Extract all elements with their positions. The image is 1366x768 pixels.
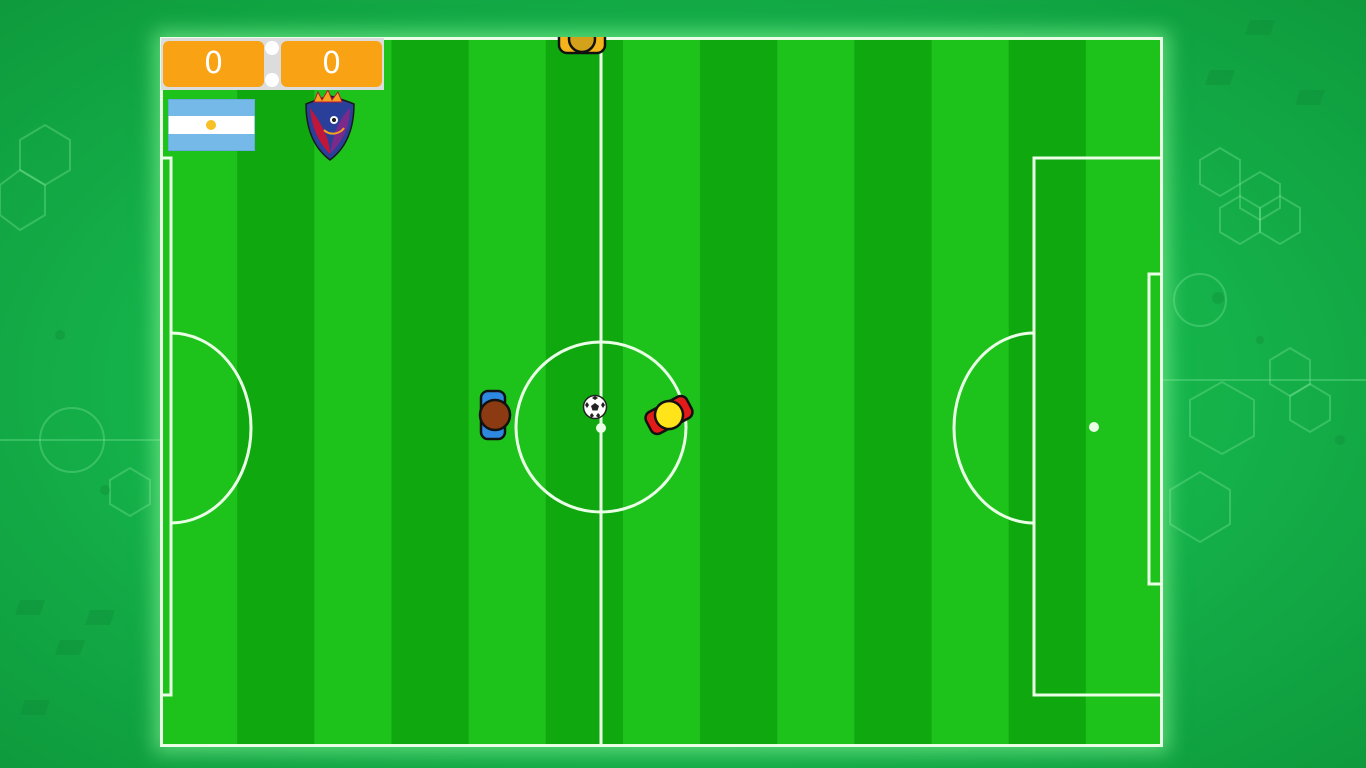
argentina-flag-icon bbox=[168, 99, 255, 151]
center-circle bbox=[514, 340, 688, 514]
pitch-stripe bbox=[391, 37, 470, 747]
right-goal-area bbox=[1147, 272, 1163, 586]
pitch-stripe bbox=[1085, 37, 1163, 747]
score-separator-dot bbox=[265, 41, 279, 55]
pitch-stripe bbox=[931, 37, 1010, 747]
soccer-pitch bbox=[160, 37, 1163, 747]
pitch-stripe bbox=[622, 37, 701, 747]
home-player bbox=[478, 389, 512, 441]
pitch-stripe bbox=[160, 37, 238, 747]
away-player-top bbox=[557, 37, 607, 55]
pitch-stripe bbox=[700, 37, 778, 747]
home-score: 0 bbox=[163, 41, 264, 87]
right-penalty-area bbox=[1032, 156, 1163, 697]
pitch-stripes bbox=[160, 37, 1163, 747]
scoreboard: 0 0 bbox=[161, 38, 384, 90]
pitch-graphics bbox=[160, 37, 1163, 747]
touchline bbox=[160, 37, 1163, 747]
score-separator-dot bbox=[265, 73, 279, 87]
right-penalty-arc bbox=[952, 331, 1035, 525]
pitch-stripe bbox=[854, 37, 933, 747]
pitch-stripe bbox=[545, 37, 624, 747]
pitch-stripe bbox=[468, 37, 547, 747]
away-player bbox=[644, 394, 694, 436]
left-penalty-area bbox=[160, 156, 173, 697]
center-spot bbox=[596, 423, 606, 433]
pitch-stripe bbox=[1008, 37, 1087, 747]
soccer-ball bbox=[582, 394, 608, 420]
away-score: 0 bbox=[281, 41, 382, 87]
left-penalty-arc bbox=[170, 331, 253, 525]
pitch-markings bbox=[160, 37, 1163, 747]
right-penalty-spot bbox=[1089, 422, 1099, 432]
pitch-stripe bbox=[237, 37, 315, 747]
dragon-crest-icon bbox=[305, 90, 355, 161]
pitch-stripe bbox=[777, 37, 855, 747]
